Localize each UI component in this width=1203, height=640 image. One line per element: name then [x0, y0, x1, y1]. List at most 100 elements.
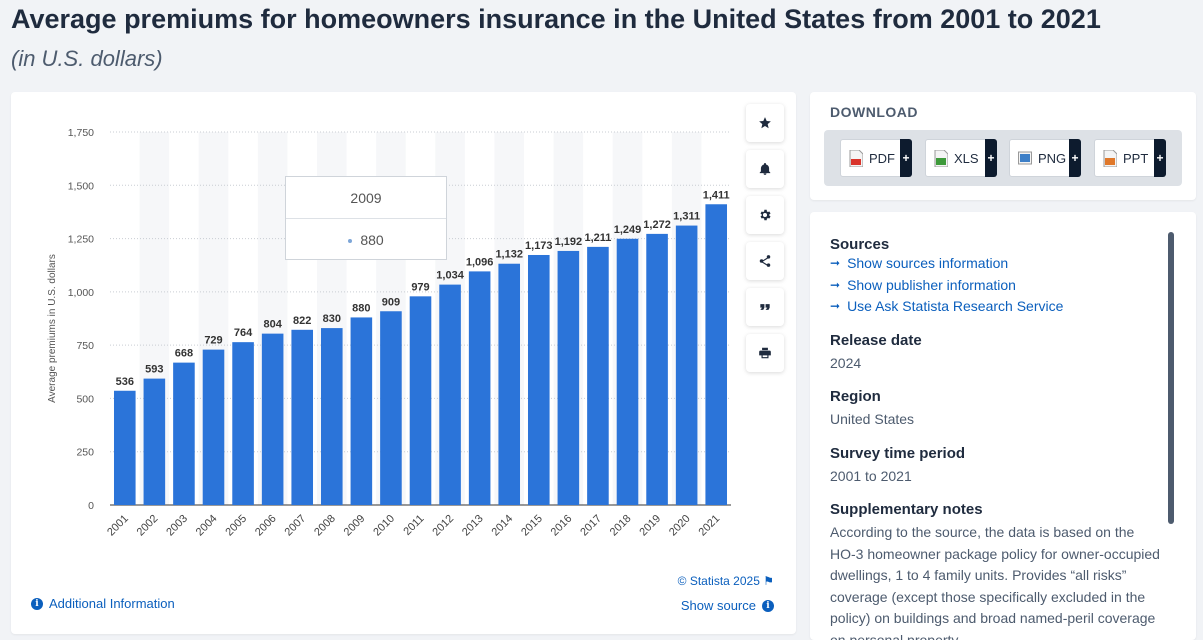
- x-tick-label-2002: 2002: [135, 513, 161, 539]
- print-button[interactable]: [746, 334, 784, 372]
- bar-2004: [202, 349, 225, 505]
- data-label-2003: 668: [175, 348, 193, 360]
- bar-2021: [705, 204, 728, 505]
- y-tick-label: 1,750: [68, 127, 94, 139]
- data-label-2002: 593: [145, 364, 163, 376]
- x-tick-label-2013: 2013: [460, 513, 486, 539]
- region-value: United States: [830, 411, 915, 427]
- bar-2012: [439, 284, 461, 505]
- x-tick-label-2005: 2005: [223, 513, 249, 539]
- bar-2016: [557, 250, 580, 505]
- data-label-2015: 1,173: [525, 240, 553, 252]
- x-tick-label-2020: 2020: [667, 513, 693, 539]
- download-heading: DOWNLOAD: [830, 104, 918, 120]
- x-tick-label-2014: 2014: [490, 513, 516, 539]
- page-title: Average premiums for homeowners insuranc…: [11, 4, 1101, 34]
- arrow-right-icon: ➞: [830, 277, 841, 292]
- info-icon: i: [762, 599, 774, 612]
- data-label-2011: 979: [411, 281, 429, 293]
- show-source-link[interactable]: Show source i: [681, 598, 774, 613]
- arrow-right-icon: ➞: [830, 256, 841, 270]
- data-label-2020: 1,311: [673, 211, 700, 223]
- settings-button[interactable]: [746, 196, 784, 234]
- x-tick-label-2001: 2001: [105, 513, 131, 539]
- cite-button[interactable]: [746, 288, 784, 326]
- print-icon: [759, 347, 771, 359]
- page-subtitle: (in U.S. dollars): [11, 46, 163, 71]
- download-xls-button[interactable]: XLS +: [925, 139, 997, 177]
- bar-2020: [675, 225, 698, 506]
- x-tick-label-2011: 2011: [401, 513, 426, 538]
- y-tick-label: 1,000: [68, 287, 94, 299]
- bar-2010: [380, 311, 402, 505]
- credit-text: © Statista 2025: [677, 574, 760, 588]
- data-label-2001: 536: [116, 376, 134, 388]
- download-pdf-button[interactable]: PDF +: [840, 139, 912, 177]
- png-plus: +: [1069, 139, 1081, 177]
- ask-statista-link[interactable]: ➞ Use Ask Statista Research Service: [830, 296, 1160, 318]
- statista-credit[interactable]: © Statista 2025 ⚑: [678, 574, 774, 588]
- additional-info-link[interactable]: i Additional Information: [31, 596, 175, 611]
- data-label-2013: 1,096: [466, 256, 494, 268]
- data-label-2017: 1,211: [584, 232, 611, 244]
- bar-2001: [113, 390, 136, 505]
- show-sources-label: Show sources information: [847, 255, 1009, 271]
- x-tick-label-2019: 2019: [637, 513, 663, 539]
- tooltip-value-row: 880: [286, 219, 446, 261]
- bar-2018: [616, 238, 639, 505]
- y-tick-label: 250: [76, 447, 94, 459]
- x-tick-label-2015: 2015: [519, 513, 545, 539]
- sources-heading: Sources: [830, 236, 890, 253]
- show-publisher-link[interactable]: ➞ Show publisher information: [830, 275, 1160, 297]
- release-date-heading: Release date: [830, 331, 922, 349]
- info-scrollbar[interactable]: [1168, 232, 1174, 524]
- show-publisher-label: Show publisher information: [847, 276, 1016, 293]
- favorite-button[interactable]: [746, 104, 784, 142]
- x-tick-label-2017: 2017: [578, 513, 604, 539]
- data-label-2007: 822: [293, 315, 311, 327]
- x-tick-label-2012: 2012: [430, 513, 456, 539]
- data-label-2012: 1,034: [436, 270, 464, 282]
- png-label: PNG: [1038, 150, 1067, 166]
- bar-2011: [409, 296, 432, 505]
- pdf-file-icon: [849, 149, 863, 167]
- download-ppt-button[interactable]: PPT +: [1094, 139, 1166, 177]
- data-label-2018: 1,249: [614, 224, 642, 236]
- pdf-plus: +: [900, 139, 912, 177]
- show-source-label: Show source: [680, 598, 756, 613]
- show-sources-link[interactable]: ➞ Show sources information: [830, 253, 1160, 275]
- ask-statista-label: Use Ask Statista Research Service: [847, 298, 1064, 314]
- bar-2014: [498, 263, 521, 505]
- chart-card: 0 250 500 750 1,000 1,250 1,500 1,750 Average pr…: [11, 92, 796, 634]
- x-tick-label-2021: 2021: [697, 513, 723, 539]
- data-label-2014: 1,132: [495, 249, 523, 261]
- x-tick-label-2004: 2004: [194, 513, 220, 539]
- bar-2002: [143, 378, 166, 505]
- arrow-right-icon: ➞: [830, 299, 841, 313]
- region-heading: Region: [830, 388, 881, 405]
- download-bar: PDF + XLS + PNG + PPT +: [824, 130, 1182, 186]
- tooltip-dot-icon: [348, 239, 353, 244]
- chart-tooltip: 2009 880: [285, 176, 447, 260]
- supplementary-notes-value: According to the source, the data is bas…: [830, 524, 1160, 640]
- data-label-2008: 830: [323, 313, 341, 325]
- download-card: DOWNLOAD PDF + XLS + PNG + PPT +: [810, 92, 1196, 200]
- x-tick-label-2007: 2007: [283, 513, 309, 539]
- info-icon: i: [31, 597, 43, 610]
- download-png-button[interactable]: PNG +: [1009, 139, 1081, 177]
- flag-icon: ⚑: [763, 574, 774, 588]
- x-tick-label-2009: 2009: [342, 513, 368, 539]
- release-date-value: 2024: [830, 354, 862, 371]
- data-label-2006: 804: [263, 319, 282, 331]
- share-button[interactable]: [746, 242, 784, 280]
- data-label-2004: 729: [204, 335, 222, 347]
- ppt-plus: +: [1154, 139, 1166, 177]
- bar-2006: [261, 333, 284, 505]
- bar-2009: [350, 317, 373, 505]
- notification-button[interactable]: [746, 150, 784, 188]
- gear-icon: [760, 209, 771, 221]
- x-tick-label-2018: 2018: [608, 513, 634, 539]
- data-label-2009: 880: [352, 302, 370, 314]
- y-tick-label: 500: [76, 393, 94, 405]
- info-content: Sources ➞ Show sources information ➞ Show …: [830, 232, 1160, 640]
